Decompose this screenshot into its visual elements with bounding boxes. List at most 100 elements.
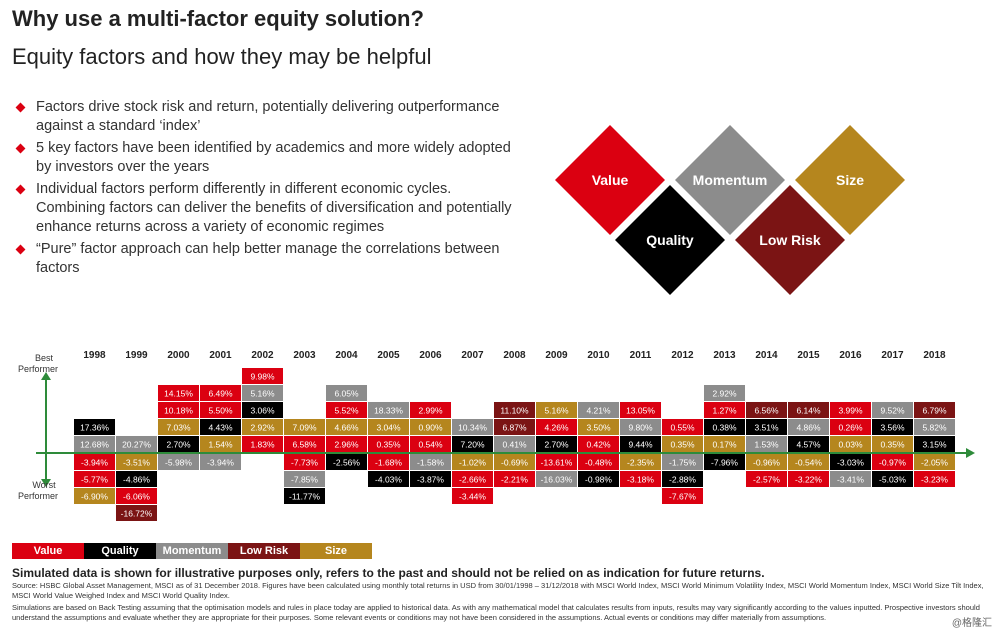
factor-label-low-risk: Low Risk	[759, 232, 821, 248]
legend-size: Size	[300, 543, 372, 559]
cell-bar	[158, 436, 199, 452]
cell-bar	[620, 471, 661, 487]
cell-bar	[242, 368, 283, 384]
performance-cell: -3.41%	[830, 471, 871, 487]
cell-bar	[830, 471, 871, 487]
year-label: 2007	[461, 350, 484, 361]
cell-bar	[326, 454, 367, 470]
cell-bar	[746, 419, 787, 435]
cell-bar	[662, 471, 703, 487]
cell-value: 18.33%	[374, 406, 403, 416]
cell-bar	[368, 402, 409, 418]
performance-cell: -3.03%	[830, 454, 871, 470]
cell-value: 1.53%	[754, 440, 779, 450]
cell-value: 14.15%	[164, 389, 193, 399]
performance-cell: 6.49%	[200, 385, 241, 401]
cell-value: 7.09%	[292, 423, 317, 433]
performance-cell: -1.68%	[368, 454, 409, 470]
cell-value: -0.54%	[795, 458, 822, 468]
cell-value: -2.57%	[753, 475, 780, 485]
performance-cell: -0.98%	[578, 471, 619, 487]
performance-cell: -6.06%	[116, 488, 157, 504]
cell-bar	[74, 471, 115, 487]
year-label: 2014	[755, 350, 778, 361]
cell-bar	[116, 454, 157, 470]
performance-cell: 2.99%	[410, 402, 451, 418]
performance-cell: -1.02%	[452, 454, 493, 470]
chart-axes	[36, 372, 975, 487]
performance-cell: -2.21%	[494, 471, 535, 487]
bullet-list: Factors drive stock risk and return, pot…	[12, 98, 512, 281]
performance-cell: -2.57%	[746, 471, 787, 487]
year-label: 2016	[839, 350, 862, 361]
cell-value: -4.03%	[375, 475, 402, 485]
year-label: 1999	[125, 350, 148, 361]
cell-value: 4.21%	[586, 406, 611, 416]
legend-momentum: Momentum	[156, 543, 228, 559]
cell-value: 9.44%	[628, 440, 653, 450]
cell-value: -4.86%	[123, 475, 150, 485]
year-label: 2010	[587, 350, 610, 361]
cell-bar	[74, 419, 115, 435]
cell-value: 0.90%	[418, 423, 443, 433]
performance-cell: 6.14%	[788, 402, 829, 418]
year-label: 2002	[251, 350, 274, 361]
page-title: Why use a multi-factor equity solution?	[12, 6, 424, 31]
year-label: 2006	[419, 350, 442, 361]
performance-cell: 7.20%	[452, 436, 493, 452]
cell-value: 3.50%	[586, 423, 611, 433]
cell-bar	[410, 454, 451, 470]
cell-value: 1.83%	[250, 440, 275, 450]
performance-cell: -16.72%	[116, 505, 157, 521]
performance-cell: 5.52%	[326, 402, 367, 418]
cell-bar	[536, 454, 577, 470]
cell-bar	[410, 419, 451, 435]
cell-bar	[662, 436, 703, 452]
year-label: 2009	[545, 350, 568, 361]
performance-cell: 5.50%	[200, 402, 241, 418]
cell-bar	[200, 454, 241, 470]
cell-value: 6.49%	[208, 389, 233, 399]
cell-value: -2.05%	[921, 458, 948, 468]
cell-bar	[494, 419, 535, 435]
performance-cell: 5.16%	[242, 385, 283, 401]
cell-bar	[74, 454, 115, 470]
bullet-item: “Pure” factor approach can help better m…	[12, 240, 512, 278]
performance-cell: 0.42%	[578, 436, 619, 452]
performance-cell: -11.77%	[284, 488, 325, 504]
arrow-up-icon	[41, 372, 51, 380]
performance-cell: -0.48%	[578, 454, 619, 470]
cell-value: -5.03%	[879, 475, 906, 485]
performance-cell: 0.35%	[662, 436, 703, 452]
arrow-down-icon	[41, 479, 51, 487]
cell-bar	[284, 454, 325, 470]
cell-bar	[452, 471, 493, 487]
cell-bar	[746, 436, 787, 452]
cell-bar	[578, 454, 619, 470]
cell-bar	[704, 419, 745, 435]
cell-bar	[494, 471, 535, 487]
performance-cell: 0.26%	[830, 419, 871, 435]
cell-bar	[368, 436, 409, 452]
cell-value: -1.68%	[375, 458, 402, 468]
performance-cell: 13.05%	[620, 402, 661, 418]
cell-value: 10.34%	[458, 423, 487, 433]
cell-value: 0.55%	[670, 423, 695, 433]
cell-value: -5.98%	[165, 458, 192, 468]
cell-bar	[830, 419, 871, 435]
legend-value: Value	[12, 543, 84, 559]
performance-cell: 4.43%	[200, 419, 241, 435]
cell-value: 5.16%	[250, 389, 275, 399]
performance-cell: 0.55%	[662, 419, 703, 435]
performance-cell: -7.85%	[284, 471, 325, 487]
performance-cell: 2.70%	[536, 436, 577, 452]
performance-cell: 4.26%	[536, 419, 577, 435]
performance-cell: 4.86%	[788, 419, 829, 435]
cell-bar	[578, 471, 619, 487]
performance-cell: 9.98%	[242, 368, 283, 384]
cell-value: 0.41%	[502, 440, 527, 450]
cell-bar	[452, 454, 493, 470]
worst-performer-label: Worst Performer	[18, 480, 58, 501]
cell-value: 3.15%	[922, 440, 947, 450]
performance-cell: -3.18%	[620, 471, 661, 487]
